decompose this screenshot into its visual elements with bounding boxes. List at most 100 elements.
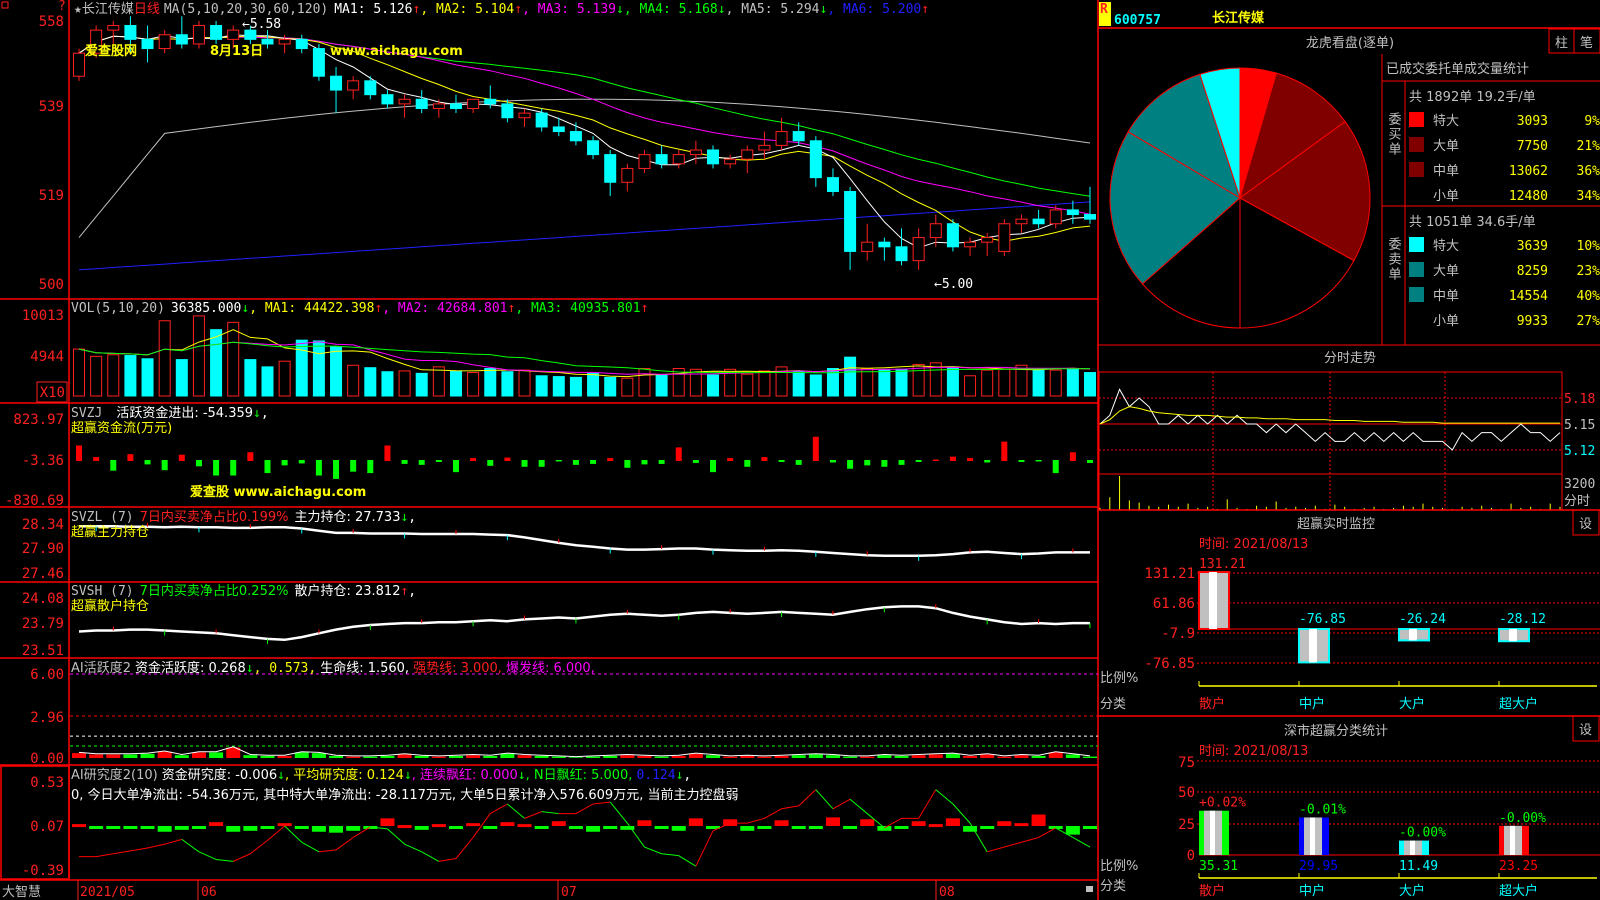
fund-flow-bar [298,460,305,464]
activity-bar [774,755,789,758]
star-icon[interactable]: ★ [74,2,82,17]
down-arrow-icon: ↓ [718,2,726,17]
date-label: 07 [561,885,577,900]
activity-bar [894,755,909,758]
order-type: 大单 [1433,264,1459,279]
activity-bar [483,755,498,758]
sz-bar-change: -0.00% [1399,826,1446,841]
pie-slice-sell [1141,196,1241,329]
monitor-title: 超赢实时监控 [1297,516,1375,532]
corner-marker [1,1,9,9]
candle-body [895,246,908,262]
volume-bar [278,360,291,397]
candle-body [1066,209,1079,216]
candle-body [826,177,839,192]
ma10-line [78,35,1091,242]
research-bar [997,821,1012,826]
ai2-summary: 0, 今日大单净流出: -54.36万元, 其中特大单净流出: -28.117万… [71,787,738,803]
ai2-value: 资金研究度: -0.006 [162,767,277,783]
minute-chart [1099,372,1562,510]
volume-bar [912,363,925,397]
activity-bar [654,756,669,758]
ai1-value: 资金活跃度: 0.268 [135,660,246,676]
ma5-line [78,34,1091,249]
down-arrow-icon: ↓ [616,2,624,17]
legend-swatch [1409,262,1424,277]
research-bar [671,826,686,831]
candle-body [912,237,925,262]
axis-label: 23.51 [22,643,64,659]
ai1-life-line: 生命线: 1.560, [320,660,409,676]
research-line-segment [1072,837,1091,848]
volume-bar [518,369,531,397]
axis-label: 24.08 [22,591,64,607]
category-label: 散户 [1199,696,1225,712]
sell-side-label: 委卖单 [1386,237,1402,282]
activity-bar [568,757,583,758]
ai2-nday-red: , N日飘红: 5.000, [526,767,633,783]
activity-bar [945,753,960,758]
axis-label: 823.97 [13,412,64,428]
price-line [1099,388,1561,451]
fund-flow-bar [555,460,562,462]
research-line-segment [130,847,148,852]
order-percent: 9% [1584,114,1600,129]
activity-bar [603,755,618,758]
ma-params: MA(5,10,20,30,60,120) [164,2,328,17]
comma: , [261,406,269,421]
axis-label: -0.39 [22,863,64,879]
activity-bar [466,755,481,758]
activity-bar [843,756,858,758]
candle-body [73,52,85,77]
volume-bar [364,367,377,397]
axis-label: 0.00 [30,751,64,767]
axis-label: 0.53 [30,775,64,791]
volume-bar [261,366,274,397]
vol-ma3: , MA3: 40935.801 [515,301,640,316]
monitor-bar-highlight [1309,629,1317,663]
ma2-value: , MA2: 5.104 [420,2,514,17]
sz-settings-button[interactable] [1572,715,1600,742]
vol-unit-box[interactable] [36,381,68,403]
tick-view-button[interactable] [1573,28,1600,54]
research-line-segment [421,851,440,862]
activity-bar [534,755,549,758]
fund-flow-bar [281,460,288,466]
monitor-time: 时间: 2021/08/13 [1199,537,1308,552]
candle-body [587,140,600,156]
volume-bar [638,367,651,397]
volume-bar [73,348,85,397]
research-line-segment [1004,841,1022,848]
research-line-segment [798,789,817,807]
activity-bar [706,755,721,758]
research-line-segment [147,843,165,849]
fund-flow-bar [967,458,974,461]
research-line-segment [404,843,422,853]
svzj-label: SVZJ [71,406,102,421]
order-stats-table: 共 1892单 19.2手/单特大 3093 9% 大单 7750 21% 中单 13062 3… [1409,90,1600,329]
lock-icon[interactable] [1086,886,1093,892]
activity-bar [808,754,823,758]
activity-bar [294,752,309,758]
minute-vol-label: 分时 [1564,494,1590,509]
vol-ma1: , MA1: 44422.398 [249,301,374,316]
question-mark[interactable]: ? [58,0,66,14]
period-label[interactable]: 日线 [134,2,160,17]
research-line-segment [455,837,474,859]
volume-bar [981,369,994,397]
research-line-segment [1055,827,1074,838]
svzj-subtitle: 超赢资金流(万元) [71,420,172,436]
research-bar [157,826,172,832]
research-bar [534,826,549,829]
svsh-label: SVSH (7) [71,584,134,599]
fund-flow-bar [1035,460,1042,462]
activity-bar [791,755,806,758]
research-bar [911,821,926,826]
sz-bar-change: -0.01% [1299,802,1346,817]
activity-bar [928,754,943,758]
candle-body [1032,218,1045,225]
candle-body [312,48,325,77]
fund-flow-bar [333,460,340,479]
monitor-settings-button[interactable] [1572,509,1600,536]
research-line-segment [541,811,559,815]
